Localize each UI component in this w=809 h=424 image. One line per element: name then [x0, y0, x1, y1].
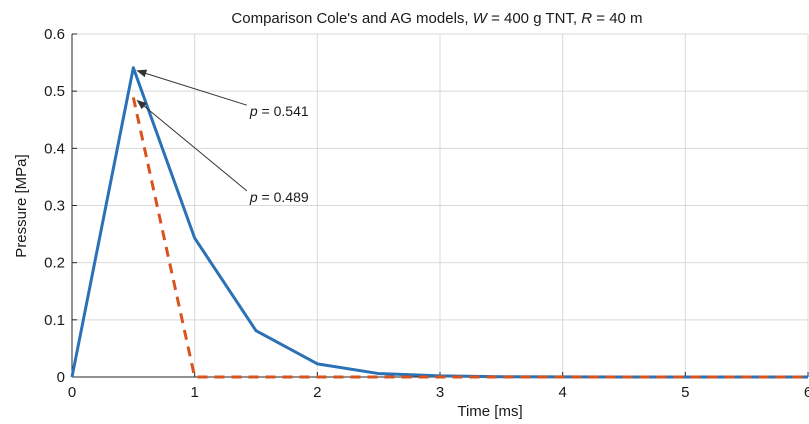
y-axis-label: Pressure [MPa] — [13, 154, 30, 257]
y-tick-label: 0.3 — [44, 198, 65, 215]
annotation-arrow-1 — [136, 99, 248, 192]
x-tick-label: 4 — [558, 384, 566, 401]
annotation-label-1: p = 0.489 — [249, 189, 309, 205]
series-layer — [70, 66, 808, 379]
x-tick-label: 2 — [313, 384, 321, 401]
y-tick-label: 0.5 — [44, 83, 65, 100]
x-axis-label: Time [ms] — [457, 403, 522, 420]
annotation-label-0: p = 0.541 — [249, 103, 309, 119]
annotation-layer: p = 0.541 p = 0.489 — [136, 69, 309, 205]
x-tick-label: 5 — [681, 384, 689, 401]
x-tick-label: 6 — [804, 384, 809, 401]
series-line-1 — [131, 97, 808, 379]
x-tick-label: 3 — [436, 384, 444, 401]
y-tick-label: 0.1 — [44, 312, 65, 329]
y-tick-label: 0.4 — [44, 140, 65, 157]
y-tick-label: 0 — [57, 369, 65, 386]
ticks: 0 1 2 3 4 5 6 0 0.1 0.2 0.3 0.4 0.5 0.6 — [44, 26, 809, 401]
x-tick-label: 0 — [68, 384, 76, 401]
y-tick-label: 0.2 — [44, 255, 65, 272]
grid — [72, 33, 809, 377]
y-tick-label: 0.6 — [44, 26, 65, 43]
chart-title: Comparison Cole's and AG models, W = 400… — [231, 10, 642, 27]
x-tick-label: 1 — [190, 384, 198, 401]
annotation-arrow-0 — [136, 69, 248, 106]
